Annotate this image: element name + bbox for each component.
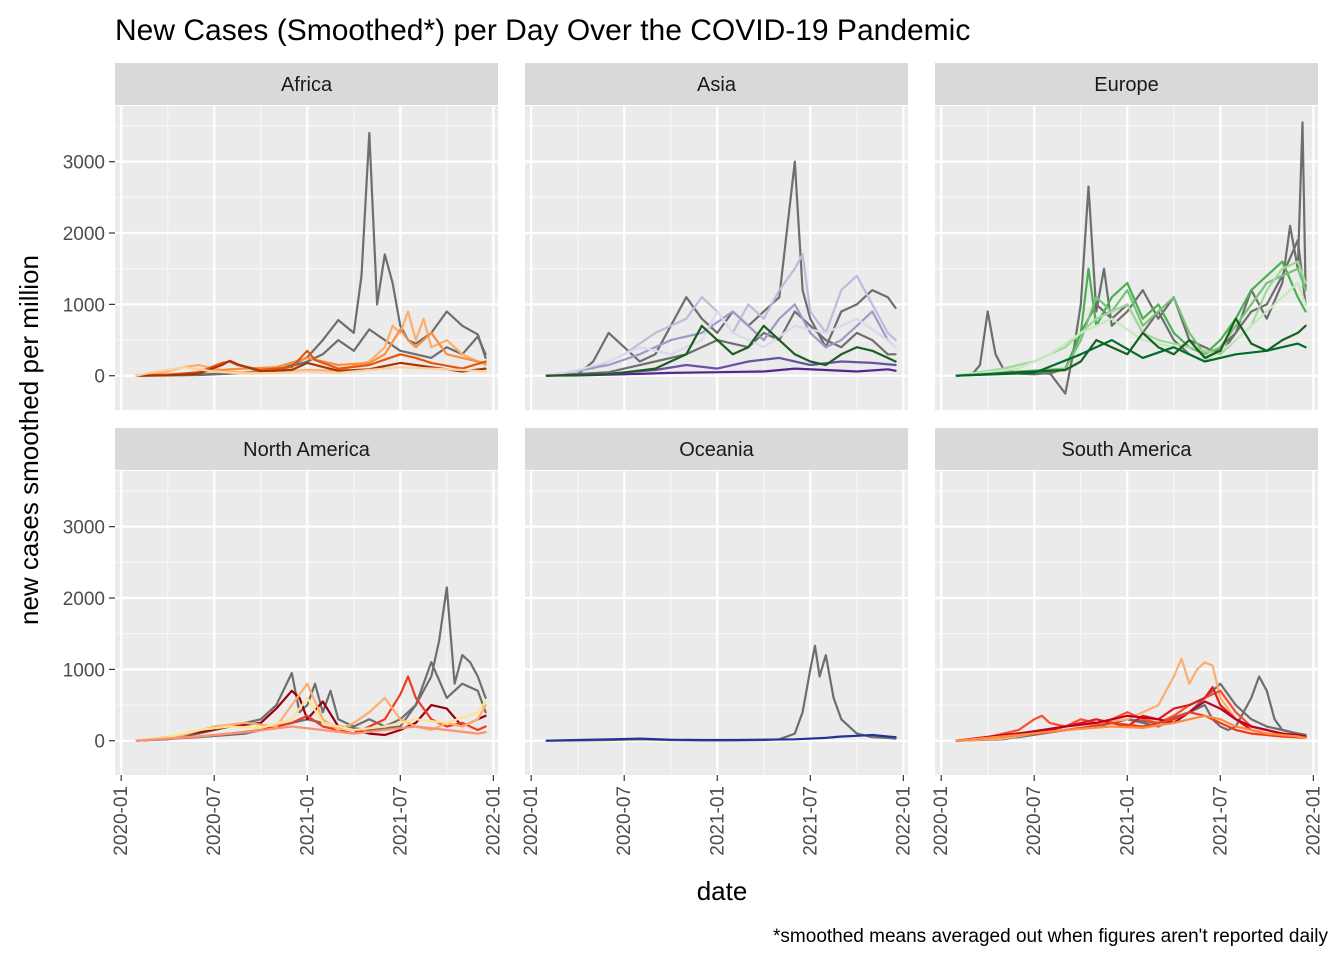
x-tick-label: 2021-01 bbox=[707, 786, 728, 856]
facet-panel: North America 0 1000 2000 3000 2020-01 2020-07… bbox=[63, 428, 504, 856]
x-tick-label: 2021-07 bbox=[800, 786, 821, 856]
facet-strip bbox=[935, 63, 1318, 105]
facet-strip bbox=[525, 63, 908, 105]
series-line bbox=[545, 310, 897, 377]
facet-strip-label: Oceania bbox=[679, 439, 754, 461]
series-group bbox=[545, 644, 897, 742]
x-tick-label: 2021-07 bbox=[390, 786, 411, 856]
x-tick-label: 2022-01 bbox=[1303, 786, 1324, 856]
facet-strip bbox=[525, 428, 908, 470]
x-tick-label: 2020-07 bbox=[614, 786, 635, 856]
facet-strip bbox=[115, 63, 498, 105]
x-tick-label: 2020-07 bbox=[1024, 786, 1045, 856]
x-tick-label: 2020-01 bbox=[521, 786, 542, 856]
series-line bbox=[955, 267, 1307, 377]
facet-strip-label: North America bbox=[243, 439, 371, 461]
series-line bbox=[135, 696, 487, 742]
series-group bbox=[135, 586, 487, 742]
y-tick-label: 1000 bbox=[63, 660, 105, 681]
facet-strip bbox=[115, 428, 498, 470]
series-line bbox=[545, 324, 897, 377]
facet-strip-label: Asia bbox=[697, 74, 737, 96]
facets-layer: Africa 0 1000 2000 3000 Asia Europe North Ameri… bbox=[63, 63, 1324, 856]
x-tick-label: 2021-07 bbox=[1210, 786, 1231, 856]
facet-panel: Oceania 2020-01 2020-07 2021-01 2021-07 2022-… bbox=[521, 428, 914, 856]
facet-panel: Africa 0 1000 2000 3000 bbox=[63, 63, 498, 410]
facet-panel: Europe bbox=[935, 63, 1318, 410]
series-line bbox=[135, 586, 487, 742]
series-group bbox=[955, 121, 1307, 395]
x-tick-label: 2020-01 bbox=[931, 786, 952, 856]
series-group bbox=[955, 657, 1307, 742]
series-line bbox=[545, 733, 897, 742]
x-axis-title: date bbox=[697, 876, 748, 906]
series-line bbox=[545, 253, 897, 377]
x-tick-label: 2021-01 bbox=[1117, 786, 1138, 856]
series-line bbox=[955, 281, 1307, 377]
x-tick-label: 2022-01 bbox=[893, 786, 914, 856]
series-line bbox=[955, 700, 1307, 742]
series-group bbox=[545, 160, 897, 377]
series-line bbox=[955, 714, 1307, 742]
facet-strip-label: Europe bbox=[1094, 74, 1159, 96]
y-tick-label: 3000 bbox=[63, 153, 105, 174]
series-line bbox=[135, 366, 487, 377]
x-tick-label: 2020-07 bbox=[204, 786, 225, 856]
series-line bbox=[135, 725, 487, 742]
y-tick-label: 1000 bbox=[63, 295, 105, 316]
chart-caption: *smoothed means averaged out when figure… bbox=[773, 926, 1328, 947]
series-line bbox=[955, 339, 1307, 377]
x-tick-label: 2020-01 bbox=[111, 786, 132, 856]
chart-title: New Cases (Smoothed*) per Day Over the C… bbox=[115, 14, 970, 47]
series-line bbox=[135, 349, 487, 377]
x-tick-label: 2021-01 bbox=[297, 786, 318, 856]
series-group bbox=[135, 132, 487, 377]
series-line bbox=[545, 310, 897, 377]
y-tick-label: 2000 bbox=[63, 224, 105, 245]
y-tick-label: 3000 bbox=[63, 518, 105, 539]
y-tick-label: 0 bbox=[94, 732, 105, 753]
facet-strip bbox=[935, 428, 1318, 470]
facet-strip-label: South America bbox=[1061, 439, 1192, 461]
facet-panel: South America 2020-01 2020-07 2021-01 2021-0… bbox=[931, 428, 1324, 856]
y-tick-label: 2000 bbox=[63, 589, 105, 610]
facet-strip-label: Africa bbox=[281, 74, 333, 96]
x-tick-label: 2022-01 bbox=[483, 786, 504, 856]
y-tick-label: 0 bbox=[94, 367, 105, 388]
facet-panel: Asia bbox=[525, 63, 908, 410]
y-axis-title: new cases smoothed per million bbox=[14, 255, 44, 625]
